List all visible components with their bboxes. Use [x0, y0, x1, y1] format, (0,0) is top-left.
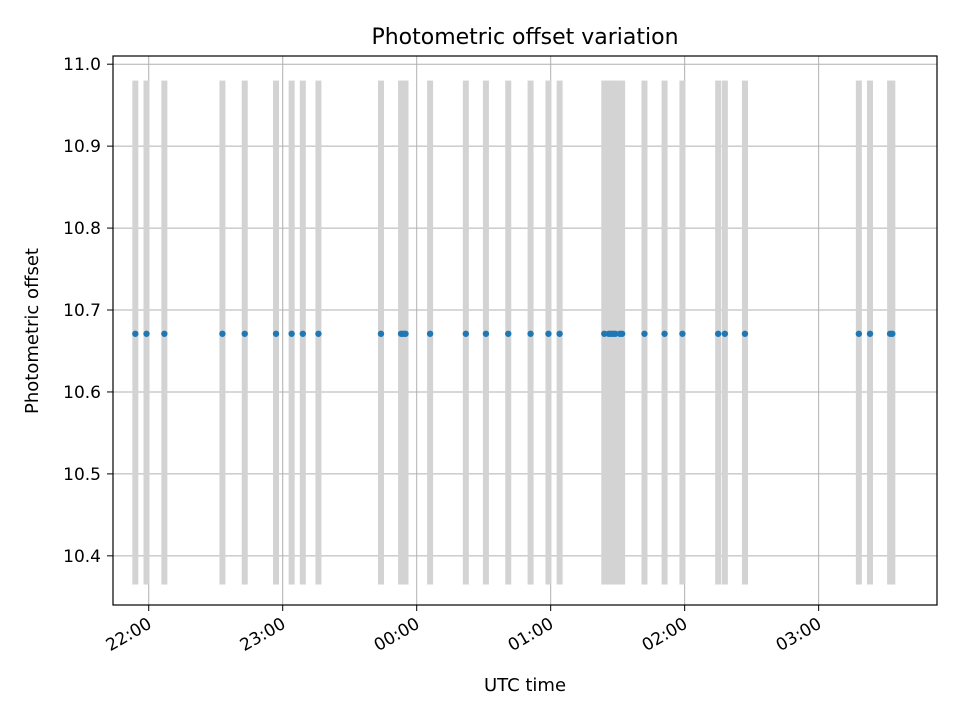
y-tick-label: 10.7	[63, 301, 101, 321]
data-point	[377, 330, 385, 337]
data-point	[721, 330, 729, 337]
data-point	[219, 330, 226, 337]
y-tick-label: 10.9	[63, 137, 101, 157]
data-point	[527, 330, 534, 337]
data-point	[714, 330, 722, 337]
data-point	[402, 330, 409, 337]
data-point	[272, 330, 280, 337]
data-point	[482, 330, 490, 337]
data-point	[132, 330, 139, 337]
data-point	[426, 330, 434, 337]
data-point	[161, 330, 168, 337]
data-point	[288, 330, 295, 337]
data-point	[241, 330, 248, 337]
data-point	[462, 330, 470, 337]
y-axis-label: Photometric offset	[22, 248, 43, 414]
y-tick-label: 10.6	[63, 383, 101, 403]
y-tick-label: 10.8	[63, 219, 101, 239]
plot-frame	[112, 55, 938, 606]
x-axis-label: UTC time	[484, 675, 566, 696]
data-point	[315, 330, 322, 337]
data-point	[556, 330, 563, 337]
y-tick-label: 10.4	[63, 547, 101, 567]
data-point	[505, 330, 512, 337]
data-point	[661, 330, 668, 337]
data-point	[612, 330, 619, 337]
data-point	[866, 330, 874, 337]
data-point	[618, 330, 626, 337]
data-points	[132, 330, 896, 337]
data-point	[143, 330, 150, 337]
data-point	[601, 330, 608, 337]
chart-title: Photometric offset variation	[371, 25, 678, 50]
data-point	[545, 330, 552, 337]
y-axis: 10.4 10.5 10.6 10.7 10.8 10.9 11.0	[63, 55, 113, 567]
data-point	[855, 330, 863, 337]
data-point	[641, 330, 648, 337]
data-point	[889, 330, 896, 337]
data-point	[679, 330, 686, 337]
data-point	[299, 330, 307, 337]
y-tick-label: 10.5	[63, 465, 101, 485]
data-point	[741, 330, 749, 337]
y-tick-label: 11.0	[63, 55, 101, 75]
